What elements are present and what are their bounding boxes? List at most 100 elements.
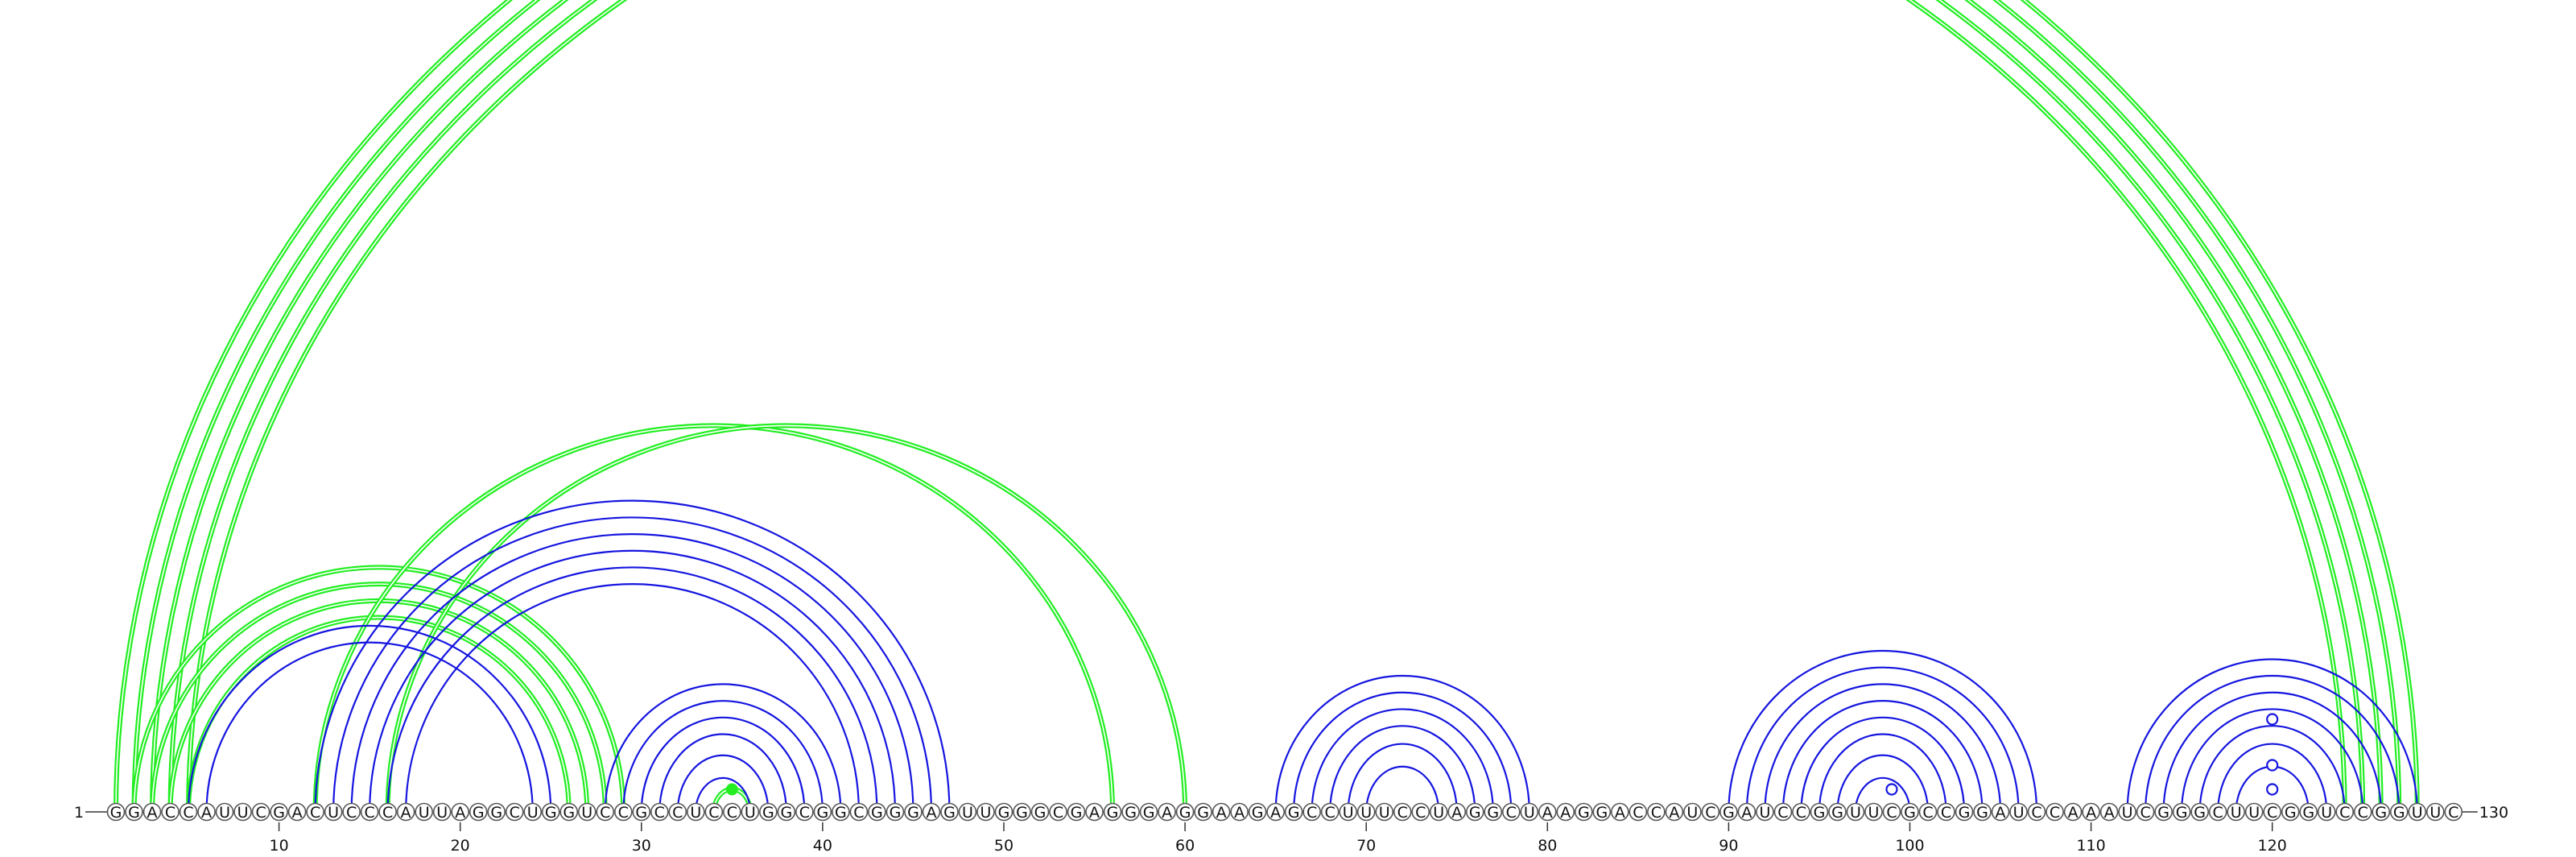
nucleotide-130: C [2444, 802, 2463, 822]
blue-pair-arc-115-125 [2181, 708, 2364, 813]
green-pair-arc-5-124-core [188, 0, 2346, 813]
nucleotide-letter: G [1288, 804, 1300, 822]
nucleotide-letter: U [1686, 804, 1698, 822]
nucleotide-circle [994, 802, 1013, 822]
nucleotide-62: A [1212, 802, 1231, 822]
nucleotide-letter: U [1850, 804, 1861, 822]
nucleotide-letter: G [1959, 804, 1971, 822]
nucleotide-letter: G [1487, 804, 1499, 822]
nucleotide-circle [251, 802, 270, 822]
nucleotide-26: G [559, 802, 579, 822]
nucleotide-46: A [922, 802, 941, 822]
nucleotide-79: U [1520, 802, 1539, 822]
nucleotide-66: G [1284, 802, 1303, 822]
nucleotide-circle [1103, 802, 1122, 822]
nucleotide-49: U [976, 802, 995, 822]
nucleotide-1: G [106, 802, 126, 822]
nucleotide-circle [2444, 802, 2463, 822]
nucleotide-circle [1393, 802, 1412, 822]
blue-marker-120-0 [2266, 783, 2279, 796]
nucleotide-117: C [2208, 802, 2227, 822]
nucleotide-circle [777, 802, 796, 822]
blue-pair-arc-91-106 [1745, 666, 2020, 813]
nucleotide-letter: G [2194, 804, 2206, 822]
nucleotide-letter: U [219, 804, 230, 822]
nucleotide-circle [940, 802, 959, 822]
nucleotide-59: A [1158, 802, 1176, 822]
nucleotide-letter: C [310, 804, 320, 822]
nucleotide-letter: U [2248, 804, 2260, 822]
nucleotide-circle [704, 802, 724, 822]
nucleotide-circle [2425, 802, 2445, 822]
nucleotide-126: G [2372, 802, 2391, 822]
nucleotide-110: A [2082, 802, 2100, 822]
nucleotide-76: G [1465, 802, 1484, 822]
nucleotide-circle [2082, 802, 2100, 822]
nucleotide-letter: G [1578, 804, 1590, 822]
nucleotide-circle [1339, 802, 1357, 822]
nucleotide-53: C [1049, 802, 1067, 822]
tick-label-60: 60 [1175, 837, 1195, 855]
nucleotide-circle [505, 802, 524, 822]
nucleotide-circle [1212, 802, 1231, 822]
nucleotide-89: C [1701, 802, 1720, 822]
position-axis: 10 20 30 40 50 60 70 80 90 100 110 120 [269, 822, 2287, 855]
nucleotide-3: A [142, 802, 162, 822]
nucleotide-circle [1194, 802, 1212, 822]
nucleotide-12: C [306, 802, 324, 822]
nucleotide-57: G [1121, 802, 1140, 822]
nucleotide-circle [2190, 802, 2209, 822]
nucleotide-letter: C [1777, 804, 1788, 822]
nucleotide-letter: C [1796, 804, 1806, 822]
nucleotide-81: A [1556, 802, 1575, 822]
nucleotide-letter: U [745, 804, 756, 822]
nucleotide-letter: G [781, 804, 793, 822]
nucleotide-letter: G [1814, 804, 1826, 822]
green-pair-arc-16-60-core [386, 424, 1186, 813]
nucleotide-circle [1520, 802, 1539, 822]
nucleotide-letter: G [2285, 804, 2297, 822]
nucleotide-91: A [1737, 802, 1757, 822]
nucleotide-circle [306, 802, 324, 822]
nucleotide-19: U [432, 802, 452, 822]
pairing-arcs [116, 0, 2417, 812]
nucleotide-circle [1230, 802, 1249, 822]
nucleotide-41: G [832, 802, 850, 822]
nucleotide-circle [1501, 802, 1521, 822]
nucleotide-circle [1013, 802, 1031, 822]
nucleotide-circle [1773, 802, 1793, 822]
nucleotide-22: G [487, 802, 506, 822]
nucleotide-letter: C [255, 804, 266, 822]
green-pair-arc-4-27-core [169, 600, 588, 813]
nucleotide-43: G [868, 802, 886, 822]
blue-pair-arc-30-39 [640, 716, 806, 813]
nucleotide-letter: G [1016, 804, 1028, 822]
nucleotide-circle [1447, 802, 1467, 822]
nucleotide-13: U [324, 802, 343, 822]
nucleotide-78: C [1501, 802, 1521, 822]
nucleotide-2: G [125, 802, 143, 822]
nucleotide-letter: G [2157, 804, 2169, 822]
nucleotide-letter: C [1307, 804, 1317, 822]
nucleotide-letter: G [110, 804, 122, 822]
nucleotide-circle [2027, 802, 2046, 822]
nucleotide-letter: G [490, 804, 502, 822]
nucleotide-circle [2172, 802, 2191, 822]
nucleotide-circle [1266, 802, 1285, 822]
nucleotide-60: G [1175, 802, 1195, 822]
nucleotide-letter: U [1360, 804, 1372, 822]
blue-marker-99-0 [1885, 783, 1898, 796]
nucleotide-circle [1575, 802, 1593, 822]
nucleotide-letter: G [1469, 804, 1481, 822]
nucleotide-circle [487, 802, 506, 822]
blue-pair-arc-6-24 [205, 641, 534, 813]
nucleotide-letter: G [1596, 804, 1608, 822]
blue-pair-arc-70-74 [1365, 765, 1440, 813]
nucleotide-letter: G [1179, 804, 1191, 822]
nucleotide-circle [1175, 802, 1195, 822]
nucleotide-circle [1248, 802, 1267, 822]
nucleotide-letter: A [2068, 804, 2079, 822]
nucleotide-circle [922, 802, 941, 822]
nucleotide-51: G [1013, 802, 1031, 822]
